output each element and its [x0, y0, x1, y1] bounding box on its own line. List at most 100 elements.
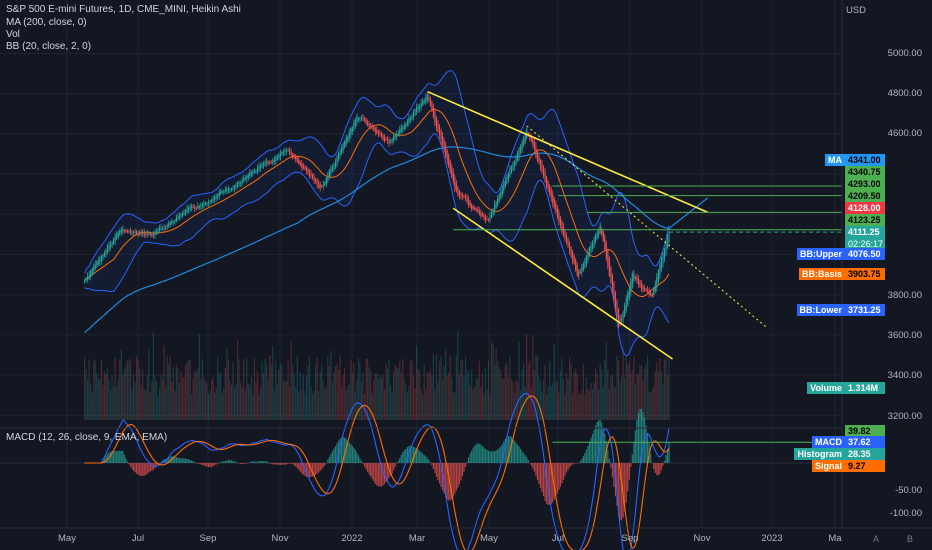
macd-histogram-bar — [212, 463, 214, 467]
log-scale-button[interactable]: B — [907, 534, 914, 544]
volume-bar — [238, 359, 240, 420]
time-tick: May — [480, 533, 498, 544]
volume-bar — [269, 355, 271, 420]
auto-scale-button[interactable]: A — [873, 534, 880, 544]
candle-body — [558, 212, 560, 223]
macd-histogram-bar — [619, 463, 621, 520]
candle-body — [255, 171, 257, 173]
volume-bar — [117, 379, 119, 420]
macd-histogram-bar — [591, 434, 594, 463]
candle-body — [114, 236, 116, 242]
candle-body — [579, 272, 581, 274]
macd-histogram-bar — [267, 462, 269, 463]
volume-bar — [220, 372, 222, 420]
volume-bar — [284, 381, 286, 420]
macd-histogram-bar — [220, 462, 222, 463]
volume-bar — [659, 357, 661, 420]
macd-histogram-bar — [549, 463, 551, 505]
trendline — [427, 90, 708, 214]
candle-body — [105, 249, 107, 255]
macd-histogram-bar — [665, 455, 667, 463]
chart-title[interactable]: S&P 500 E-mini Futures, 1D, CME_MINI, He… — [6, 4, 241, 15]
candle-body — [663, 249, 665, 259]
macd-histogram-bar — [305, 463, 308, 477]
candle-body — [645, 289, 647, 291]
candle-body — [289, 150, 291, 153]
volume-bar — [639, 365, 641, 420]
candle-body — [146, 233, 148, 235]
candle-body — [602, 231, 604, 241]
macd-histogram-bar — [386, 463, 389, 480]
candle-body — [598, 230, 600, 236]
volume-bar — [235, 384, 237, 420]
volume-bar — [146, 374, 148, 420]
macd-histogram-bar — [394, 463, 396, 467]
volume-bar — [561, 357, 563, 420]
candle-body — [220, 191, 222, 195]
volume-bar — [90, 383, 92, 420]
indicator-legend-bb[interactable]: BB (20, close, 2, 0) — [6, 41, 92, 52]
drawings[interactable] — [427, 90, 842, 360]
volume-bar — [198, 333, 200, 420]
candle-body — [307, 169, 309, 173]
macd-histogram-bar — [230, 460, 233, 463]
macd-histogram-bar — [345, 438, 347, 463]
candle-body — [578, 270, 580, 277]
candle-body — [157, 228, 159, 233]
macd-histogram-bar — [663, 461, 666, 463]
candle-body — [160, 227, 162, 230]
candle-body — [191, 206, 193, 209]
volume-bar — [428, 373, 430, 420]
volume-bar — [490, 341, 493, 420]
candle-body — [351, 127, 353, 132]
macd-histogram-bar — [373, 463, 375, 482]
volume-bar — [341, 386, 343, 420]
countdown-timer: 02:26:17 — [845, 238, 885, 250]
trendline — [452, 207, 674, 360]
indicator-legend-macd[interactable]: MACD (12, 26, close, 9, EMA, EMA) — [6, 432, 168, 443]
candle-body — [282, 150, 285, 154]
macd-histogram-bar — [264, 461, 266, 463]
macd-histogram-bar — [460, 463, 462, 481]
candle-body — [175, 217, 177, 222]
macd-histogram-bar — [483, 447, 485, 463]
macd-histogram-bar — [582, 456, 584, 463]
volume-bar — [204, 380, 207, 420]
candle-body — [123, 229, 125, 231]
candle-body — [633, 272, 635, 281]
candle-body — [246, 175, 248, 179]
macd-histogram-bar — [594, 425, 597, 463]
candle-body — [247, 175, 249, 178]
macd-histogram-bar — [235, 462, 237, 463]
volume-bar — [188, 359, 190, 420]
macd-histogram-bar — [308, 463, 311, 478]
currency-label[interactable]: USD — [845, 5, 866, 16]
indicator-legend-vol[interactable]: Vol — [6, 29, 20, 40]
macd-histogram-bar — [412, 446, 415, 463]
volume-bar — [275, 361, 277, 420]
macd-histogram-bar — [555, 463, 557, 497]
indicator-legend-ma[interactable]: MA (200, close, 0) — [6, 17, 87, 28]
macd-histogram-bar — [630, 463, 632, 468]
volume-bar — [515, 379, 517, 420]
macd-histogram-bar — [339, 438, 341, 463]
volume-bar — [139, 368, 141, 420]
macd-histogram-bar — [403, 450, 405, 463]
macd-histogram-bar — [588, 441, 591, 463]
candle-body — [613, 283, 615, 302]
volume-bar — [524, 386, 526, 420]
volume-bar — [474, 385, 476, 420]
macd-histogram-bar — [432, 463, 435, 469]
macd-histogram-bar — [357, 455, 360, 463]
macd-histogram-bar — [116, 450, 118, 463]
macd-histogram-bar — [370, 463, 372, 477]
candle-body — [119, 230, 121, 235]
candle-body — [555, 203, 557, 212]
candle-body — [137, 232, 139, 234]
macd-histogram-bar — [602, 427, 604, 463]
macd-histogram-bar — [229, 460, 231, 463]
candle-body — [371, 125, 373, 128]
volume-bar — [604, 360, 606, 420]
candle-body — [272, 160, 274, 163]
